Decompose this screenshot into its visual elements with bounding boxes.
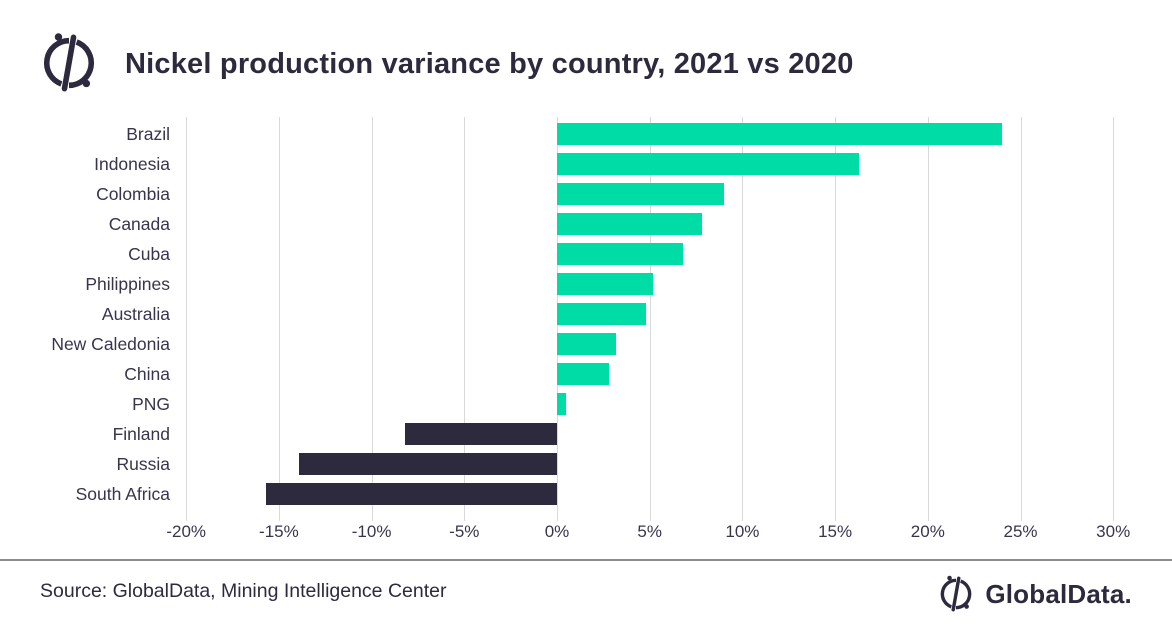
category-label-philippines: Philippines (85, 274, 170, 294)
category-label-russia: Russia (116, 454, 171, 474)
bar-australia (557, 303, 646, 325)
category-label-australia: Australia (101, 304, 170, 324)
category-label-cuba: Cuba (128, 244, 170, 264)
category-label-south-africa: South Africa (75, 484, 170, 504)
bar-new-caledonia (557, 333, 617, 355)
gridline-15 (835, 117, 837, 521)
x-tick-label: 15% (818, 522, 853, 541)
gridline-5 (649, 117, 651, 521)
bar-cuba (557, 243, 684, 265)
x-tick-label: 20% (910, 522, 945, 541)
x-tick-label: -5% (449, 522, 480, 541)
brand-wordmark: GlobalData. (985, 578, 1132, 609)
category-label-finland: Finland (112, 424, 170, 444)
gridline--10 (371, 117, 373, 521)
bar-south-africa (265, 483, 557, 505)
bar-finland (405, 423, 557, 445)
category-label-colombia: Colombia (96, 184, 170, 204)
gridline-10 (742, 117, 744, 521)
gridline--20 (186, 117, 188, 521)
gridline-30 (1113, 117, 1115, 521)
x-tick-label: 5% (637, 522, 662, 541)
x-tick-label: 25% (1003, 522, 1038, 541)
category-label-china: China (124, 364, 170, 384)
category-label-new-caledonia: New Caledonia (51, 334, 170, 354)
x-tick-label: -20% (166, 522, 207, 541)
x-tick-label: 30% (1096, 522, 1131, 541)
gridline-20 (927, 117, 929, 521)
x-tick-label: 0% (544, 522, 570, 541)
gridline-25 (1020, 117, 1022, 521)
category-label-png: PNG (132, 394, 170, 414)
source-text: Source: GlobalData, Mining Intelligence … (40, 580, 447, 602)
page-title: Nickel production variance by country, 2… (125, 48, 854, 80)
globaldata-logo-icon-small (940, 575, 972, 612)
bar-chart: -20% -15% -10% -5% 0% 5% 10% 15% 20% 25% 30% Brazil… (51, 117, 1131, 541)
x-tick-label: -15% (259, 522, 299, 541)
gridline--15 (278, 117, 280, 521)
bar-png (557, 393, 567, 415)
bar-philippines (557, 273, 654, 295)
header: Nickel production variance by country, 2… (0, 0, 1172, 110)
bar-russia (299, 453, 557, 475)
brand-lockup: GlobalData. (937, 572, 1132, 616)
gridline--5 (464, 117, 466, 521)
x-tick-label: -10% (351, 522, 392, 541)
bar-indonesia (557, 153, 860, 175)
category-label-canada: Canada (108, 214, 170, 234)
x-tick-label: 10% (725, 522, 760, 541)
bar-brazil (557, 123, 1002, 145)
footer-divider (0, 559, 1172, 561)
bar-colombia (557, 183, 724, 205)
category-label-indonesia: Indonesia (94, 154, 170, 174)
bar-china (557, 363, 609, 385)
globaldata-logo-icon (43, 33, 95, 92)
category-label-brazil: Brazil (126, 124, 170, 144)
bar-canada (557, 213, 702, 235)
